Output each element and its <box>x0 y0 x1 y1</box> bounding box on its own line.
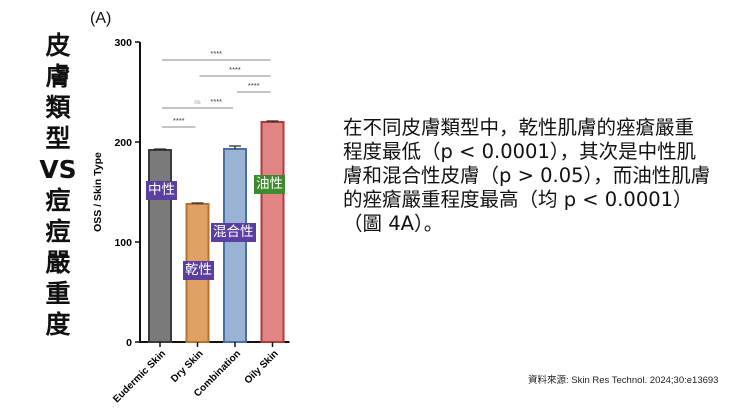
bar-3 <box>260 121 285 343</box>
significance-label: ns <box>194 100 200 106</box>
side-title-char: 嚴 <box>45 248 71 277</box>
significance-label: **** <box>229 65 241 74</box>
significance-label: **** <box>210 49 222 58</box>
side-title-char: 皮 <box>45 31 71 60</box>
side-title-char: 痘 <box>45 186 71 215</box>
y-tick-label: 300 <box>114 37 132 49</box>
overlay-label-combination: 混合性 <box>211 223 256 242</box>
significance-label: **** <box>248 81 260 90</box>
y-tick-label: 0 <box>126 337 132 349</box>
overlay-label-dry: 乾性 <box>183 261 214 280</box>
significance-label: **** <box>210 97 222 106</box>
x-tick-label: Oily Skin <box>243 348 281 386</box>
y-tick-label: 100 <box>114 237 132 249</box>
description-text: 在不同皮膚類型中，乾性肌膚的痤瘡嚴重程度最低（p < 0.0001），其次是中性… <box>343 116 711 235</box>
source-citation: 資料來源: Skin Res Technol. 2024;30:e13693 <box>528 375 719 386</box>
y-tick-label: 200 <box>114 137 132 149</box>
side-title-char: 型 <box>45 124 71 153</box>
overlay-label-oily: 油性 <box>254 175 285 194</box>
side-title-char: 重 <box>45 279 71 308</box>
side-title-char: 膚 <box>45 62 71 91</box>
bar-chart: 0 100 200 300 OSS / Skin Type Eudermic Skin Dr… <box>92 37 290 405</box>
side-title: 皮膚類型 VS 痘痘嚴重度 <box>30 30 86 340</box>
bar-2 <box>223 148 247 343</box>
y-axis-title: OSS / Skin Type <box>92 152 104 232</box>
overlay-label-neutral: 中性 <box>146 181 177 200</box>
side-title-char: 痘 <box>45 217 71 246</box>
x-tick-label: Eudermic Skin <box>111 348 168 405</box>
x-tick-label: Dry Skin <box>169 348 205 384</box>
side-title-char: VS <box>39 155 77 184</box>
bar-0 <box>148 149 172 343</box>
side-title-char: 度 <box>45 310 71 339</box>
side-title-char: 類 <box>45 93 71 122</box>
significance-label: **** <box>173 116 185 125</box>
panel-label: (A) <box>90 10 112 27</box>
